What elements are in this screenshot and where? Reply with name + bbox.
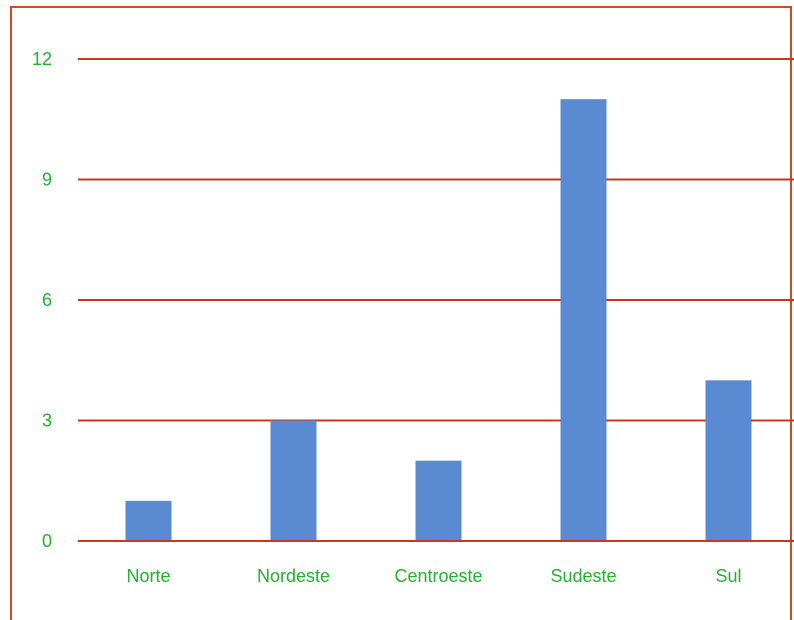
y-tick-label: 6 bbox=[42, 290, 52, 310]
y-tick-label: 9 bbox=[42, 170, 52, 190]
chart-frame bbox=[10, 6, 792, 620]
bar-nordeste bbox=[270, 420, 317, 541]
y-tick-label: 3 bbox=[42, 411, 52, 431]
x-category-label: Sul bbox=[715, 566, 741, 586]
bar-sul bbox=[705, 380, 752, 541]
bar-sudeste bbox=[560, 99, 607, 542]
y-axis-tick-labels: 0 3 6 9 12 bbox=[32, 49, 52, 551]
x-category-label: Nordeste bbox=[257, 566, 330, 586]
x-category-label: Norte bbox=[126, 566, 170, 586]
x-category-label: Sudeste bbox=[550, 566, 616, 586]
y-tick-label: 0 bbox=[42, 531, 52, 551]
bar-centroeste bbox=[415, 460, 462, 541]
x-axis-category-labels: Norte Nordeste Centroeste Sudeste Sul bbox=[126, 566, 741, 586]
bars bbox=[78, 99, 794, 542]
x-category-label: Centroeste bbox=[394, 566, 482, 586]
y-tick-label: 12 bbox=[32, 49, 52, 69]
bar-norte bbox=[125, 500, 172, 541]
